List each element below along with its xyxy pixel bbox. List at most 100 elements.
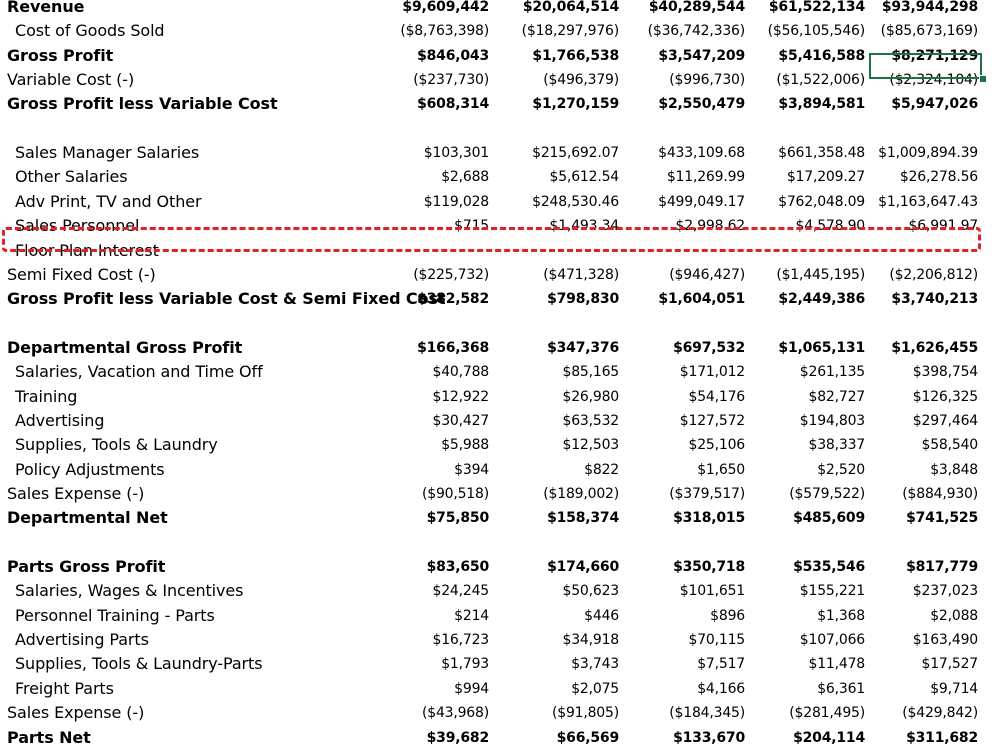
row-label[interactable]: Policy Adjustments — [15, 459, 165, 479]
value-cell[interactable]: $50,623 — [562, 583, 620, 600]
value-cell[interactable]: $4,166 — [697, 680, 745, 697]
value-cell[interactable]: $896 — [710, 607, 745, 624]
value-cell[interactable]: $433,109.68 — [658, 145, 745, 162]
value-cell[interactable]: $34,918 — [562, 632, 620, 649]
value-cell[interactable]: $20,064,514 — [522, 0, 619, 15]
value-cell[interactable]: $2,688 — [441, 169, 489, 186]
value-cell[interactable]: ($281,495) — [789, 705, 865, 722]
row-label[interactable]: Variable Cost (-) — [7, 70, 135, 90]
row-label[interactable]: Advertising — [15, 410, 105, 430]
row-label[interactable]: Sales Personnel — [15, 216, 140, 236]
value-cell[interactable]: $174,660 — [547, 559, 619, 576]
value-cell[interactable]: $822 — [584, 461, 619, 478]
fill-handle[interactable] — [979, 75, 987, 83]
value-cell[interactable]: $994 — [454, 680, 489, 697]
value-cell[interactable]: $8,271,129 — [891, 47, 978, 64]
value-cell[interactable]: $311,682 — [906, 729, 978, 746]
row-label[interactable]: Freight Parts — [15, 678, 114, 698]
row-label[interactable]: Parts Net — [7, 727, 91, 747]
value-cell[interactable]: $2,075 — [571, 680, 619, 697]
row-label[interactable]: Adv Print, TV and Other — [15, 191, 202, 211]
value-cell[interactable]: $3,740,213 — [891, 291, 978, 308]
value-cell[interactable]: ($579,522) — [789, 486, 865, 502]
value-cell[interactable]: $214 — [454, 607, 489, 624]
value-cell[interactable]: $24,245 — [432, 583, 490, 600]
value-cell[interactable]: $535,546 — [793, 559, 865, 576]
value-cell[interactable]: $1,065,131 — [778, 339, 865, 356]
value-cell[interactable]: $17,527 — [921, 656, 979, 673]
value-cell[interactable]: $382,582 — [417, 291, 489, 308]
value-cell[interactable]: $715 — [454, 218, 489, 235]
value-cell[interactable]: ($946,427) — [669, 266, 745, 283]
value-cell[interactable]: $6,361 — [817, 680, 865, 697]
value-cell[interactable]: $9,609,442 — [402, 0, 489, 15]
value-cell[interactable]: $40,788 — [432, 364, 490, 381]
row-label[interactable]: Training — [15, 386, 78, 406]
value-cell[interactable]: $163,490 — [912, 632, 978, 649]
value-cell[interactable]: ($36,742,336) — [647, 23, 746, 40]
value-cell[interactable]: ($8,763,398) — [400, 23, 489, 40]
value-cell[interactable]: $101,651 — [679, 583, 745, 600]
value-cell[interactable]: $1,793 — [441, 656, 489, 673]
value-cell[interactable]: $697,532 — [673, 339, 745, 356]
row-label[interactable]: Advertising Parts — [15, 630, 149, 650]
value-cell[interactable]: ($379,517) — [669, 486, 745, 502]
row-label[interactable]: Gross Profit — [7, 45, 114, 65]
value-cell[interactable]: ($1,445,195) — [776, 266, 865, 283]
row-label[interactable]: Gross Profit less Variable Cost — [7, 94, 278, 114]
value-cell[interactable]: $1,626,455 — [891, 339, 978, 356]
value-cell[interactable]: $1,009,894.39 — [878, 145, 978, 162]
value-cell[interactable]: $2,998.62 — [675, 218, 746, 235]
value-cell[interactable]: $63,532 — [562, 412, 620, 429]
value-cell[interactable]: ($471,328) — [543, 266, 619, 283]
value-cell[interactable]: $107,066 — [799, 632, 865, 649]
value-cell[interactable]: $82,727 — [808, 388, 866, 405]
value-cell[interactable]: $608,314 — [417, 96, 489, 113]
value-cell[interactable]: $350,718 — [673, 559, 745, 576]
value-cell[interactable]: $661,358.48 — [778, 145, 865, 162]
value-cell[interactable]: $5,947,026 — [891, 96, 978, 113]
value-cell[interactable]: ($85,673,169) — [880, 23, 979, 40]
row-label[interactable]: Parts Gross Profit — [7, 557, 166, 577]
value-cell[interactable]: $762,048.09 — [778, 193, 865, 210]
value-cell[interactable]: $485,609 — [793, 510, 865, 527]
value-cell[interactable]: $54,176 — [688, 388, 746, 405]
value-cell[interactable]: $26,278.56 — [899, 169, 978, 186]
row-label[interactable]: Revenue — [7, 0, 85, 16]
value-cell[interactable]: $3,848 — [930, 461, 978, 478]
row-label[interactable]: Sales Manager Salaries — [15, 143, 200, 163]
value-cell[interactable]: ($2,324,104) — [889, 72, 978, 89]
value-cell[interactable]: $6,991.97 — [908, 218, 979, 235]
value-cell[interactable]: $1,650 — [697, 461, 745, 478]
row-label[interactable]: Sales Expense (-) — [7, 703, 145, 723]
value-cell[interactable]: $1,493.34 — [549, 218, 620, 235]
value-cell[interactable]: $158,374 — [547, 510, 619, 527]
value-cell[interactable]: ($56,105,546) — [767, 23, 866, 40]
value-cell[interactable]: ($91,805) — [551, 705, 619, 722]
value-cell[interactable]: $499,049.17 — [658, 193, 745, 210]
value-cell[interactable]: $39,682 — [426, 729, 490, 746]
value-cell[interactable]: $25,106 — [688, 437, 746, 454]
value-cell[interactable]: $798,830 — [547, 291, 619, 308]
value-cell[interactable]: $237,023 — [912, 583, 978, 600]
value-cell[interactable]: $318,015 — [673, 510, 745, 527]
row-label[interactable]: Other Salaries — [15, 167, 128, 187]
value-cell[interactable]: ($184,345) — [669, 705, 745, 722]
value-cell[interactable]: $119,028 — [423, 193, 489, 210]
value-cell[interactable]: $171,012 — [679, 364, 745, 381]
row-label[interactable]: Semi Fixed Cost (-) — [7, 264, 156, 284]
value-cell[interactable]: $66,569 — [556, 729, 620, 746]
value-cell[interactable]: $5,416,588 — [778, 47, 865, 64]
value-cell[interactable]: ($18,297,976) — [521, 23, 620, 40]
value-cell[interactable]: $103,301 — [423, 145, 489, 162]
value-cell[interactable]: $83,650 — [426, 559, 490, 576]
row-label[interactable]: Gross Profit less Variable Cost & Semi F… — [7, 289, 446, 309]
value-cell[interactable]: ($1,522,006) — [776, 72, 865, 89]
value-cell[interactable]: $9,714 — [930, 680, 978, 697]
value-cell[interactable]: ($496,379) — [543, 72, 619, 89]
value-cell[interactable]: $2,550,479 — [658, 96, 745, 113]
value-cell[interactable]: $297,464 — [912, 412, 978, 429]
value-cell[interactable]: $166,368 — [417, 339, 489, 356]
row-label[interactable]: Salaries, Wages & Incentives — [15, 581, 244, 601]
value-cell[interactable]: ($225,732) — [413, 266, 489, 283]
